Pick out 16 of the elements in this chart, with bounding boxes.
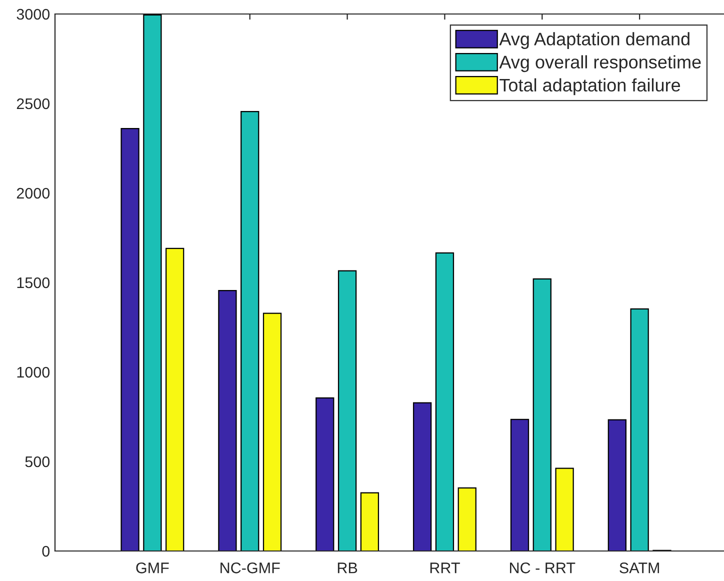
y-tick-label: 1500 bbox=[17, 277, 50, 288]
x-tick-label: GMF bbox=[136, 562, 169, 574]
x-tick-label: SATM bbox=[620, 562, 659, 574]
y-tick-label: 0 bbox=[42, 546, 50, 557]
legend-label: Avg overall responsetime bbox=[499, 55, 701, 72]
y-tick-label: 3000 bbox=[16, 8, 50, 20]
x-tick-label: NC-GMF bbox=[220, 562, 280, 574]
y-tick-label: 500 bbox=[25, 456, 50, 468]
y-tick-label: 2500 bbox=[16, 98, 50, 110]
x-tick-label: RB bbox=[338, 562, 358, 574]
legend-label: Avg Adaptation demand bbox=[499, 32, 690, 49]
y-tick-label: 1000 bbox=[17, 366, 50, 378]
x-tick-label: RRT bbox=[430, 562, 460, 574]
legend-label: Total adaptation failure bbox=[500, 78, 680, 96]
x-tick-label: NC - RRT bbox=[510, 562, 576, 574]
y-tick-label: 2000 bbox=[16, 188, 50, 199]
